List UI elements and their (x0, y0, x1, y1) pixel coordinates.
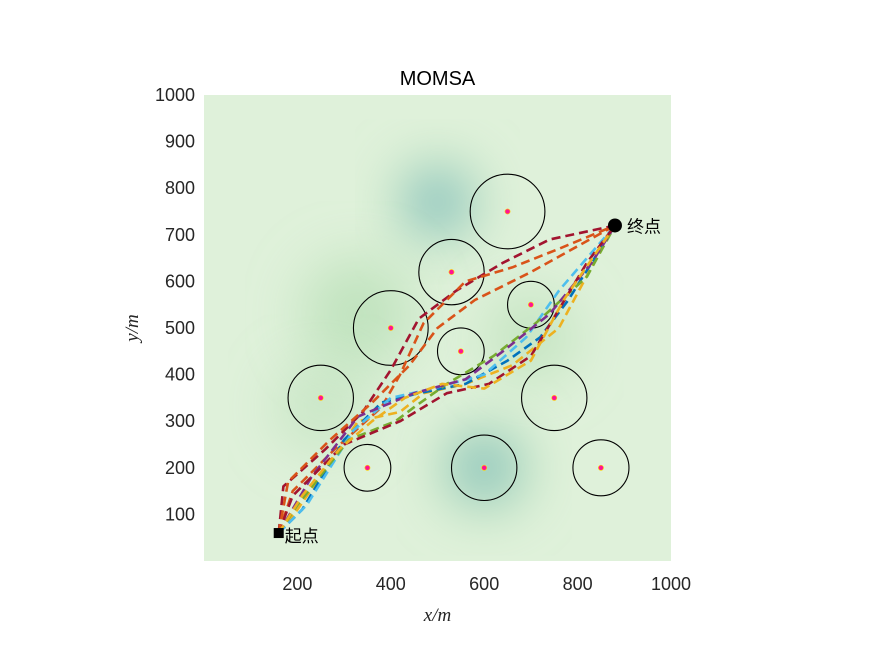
terrain-peak (274, 360, 367, 454)
y-tick-label: 200 (165, 458, 195, 478)
obstacle-center (457, 348, 464, 355)
y-tick-label: 500 (165, 318, 195, 338)
obstacle-center (364, 464, 371, 471)
obstacle-center (504, 208, 511, 215)
obstacle-circle (521, 364, 588, 432)
path-line (277, 224, 616, 534)
obstacle-circle (450, 434, 518, 502)
path-line (277, 224, 617, 534)
end-label: 终点 (627, 217, 661, 237)
y-tick-label: 900 (165, 132, 195, 152)
y-tick-label: 300 (165, 411, 195, 431)
y-axis-label: y/m (122, 314, 143, 343)
x-tick-label: 800 (563, 574, 593, 594)
obstacle-center (481, 464, 488, 471)
x-tick-label: 200 (282, 574, 312, 594)
endpoint-layer: 起点 终点 (273, 217, 661, 547)
path-line (277, 224, 616, 534)
path-line (277, 224, 616, 534)
obstacle-circle (469, 173, 546, 250)
x-tick-labels: 200 400 600 800 1000 (282, 574, 691, 594)
end-marker (607, 218, 622, 233)
obstacle-circle (343, 443, 392, 492)
x-tick-label: 600 (469, 574, 499, 594)
y-tick-label: 100 (165, 504, 195, 524)
obstacle-circle (436, 327, 485, 376)
obstacle-center (317, 394, 324, 401)
x-tick-label: 400 (376, 574, 406, 594)
obstacle-circle (352, 290, 429, 366)
start-marker (273, 528, 284, 539)
start-label: 起点 (285, 527, 319, 547)
obstacle-center (551, 394, 558, 401)
obstacle-center (448, 269, 455, 275)
path-line (277, 224, 616, 534)
terrain-peak (301, 257, 415, 371)
obstacle-circle (572, 439, 630, 497)
chart-title: MOMSA (400, 68, 476, 90)
obstacle-center (598, 464, 604, 471)
y-tick-label: 600 (165, 271, 195, 291)
obstacle-circle (287, 364, 354, 432)
x-tick-label: 1000 (651, 574, 691, 594)
path-line (277, 224, 617, 534)
terrain-peak (396, 161, 479, 244)
y-tick-labels: 100 200 300 400 500 600 700 800 900 1000 (155, 85, 195, 524)
y-tick-label: 1000 (155, 85, 195, 105)
y-tick-label: 400 (165, 365, 195, 385)
obstacle-center (387, 325, 394, 331)
x-axis-label: x/m (423, 605, 451, 626)
obstacle-circle (418, 238, 485, 306)
path-line (277, 224, 617, 534)
y-tick-label: 800 (165, 178, 195, 198)
obstacle-center (528, 301, 534, 308)
path-layer (277, 224, 617, 534)
y-tick-label: 700 (165, 225, 195, 245)
